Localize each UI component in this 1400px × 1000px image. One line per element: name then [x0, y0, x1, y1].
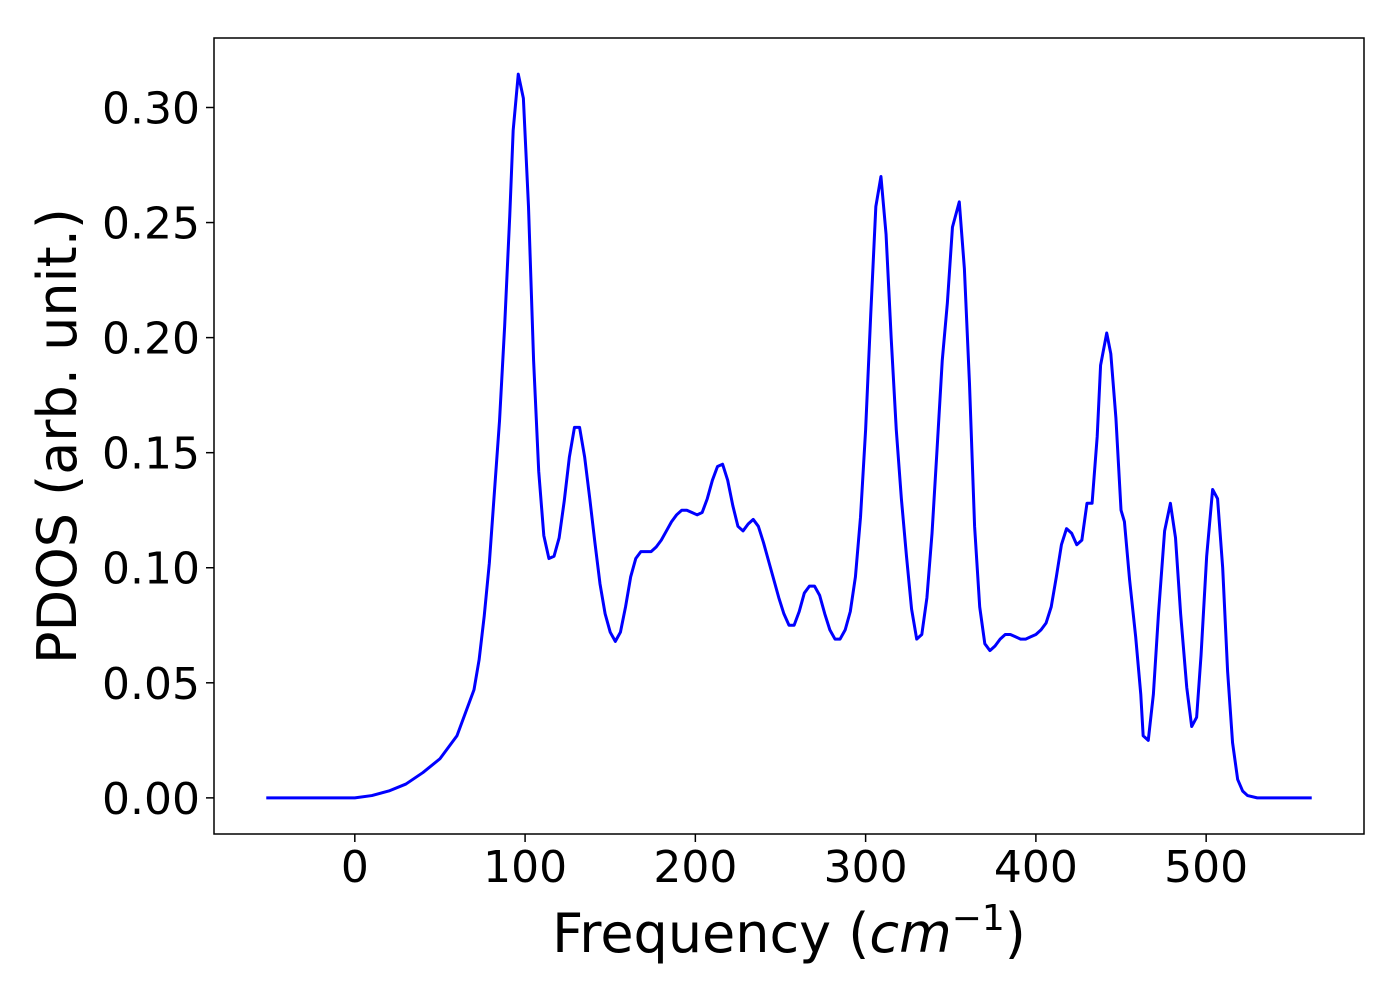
- x-tick-label: 100: [483, 842, 567, 893]
- x-tick-label: 300: [824, 842, 908, 893]
- x-tick-label: 200: [653, 842, 737, 893]
- plot-frame: [213, 37, 1365, 835]
- x-tick-label: 500: [1164, 842, 1248, 893]
- y-tick-label: 0.20: [102, 314, 200, 365]
- y-tick-label: 0.25: [102, 199, 200, 250]
- y-tick-label: 0.10: [102, 544, 200, 595]
- x-tick-label: 0: [341, 842, 369, 893]
- y-tick-label: 0.05: [102, 659, 200, 710]
- y-tick-label: 0.30: [102, 83, 200, 134]
- y-tick-label: 0.00: [102, 774, 200, 825]
- x-axis-label: Frequency (cm−1): [552, 898, 1026, 965]
- x-tick-label: 400: [994, 842, 1078, 893]
- y-axis-label: PDOS (arb. unit.): [26, 208, 89, 664]
- data-line: [266, 72, 1312, 800]
- y-tick-label: 0.15: [102, 429, 200, 480]
